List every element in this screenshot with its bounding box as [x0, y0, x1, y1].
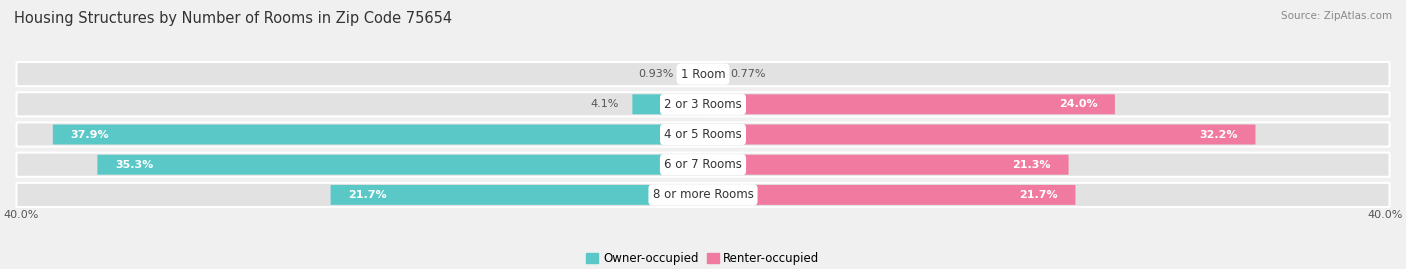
Text: 37.9%: 37.9%	[70, 129, 108, 140]
FancyBboxPatch shape	[17, 153, 1389, 177]
FancyBboxPatch shape	[330, 185, 703, 205]
FancyBboxPatch shape	[686, 64, 703, 84]
FancyBboxPatch shape	[633, 94, 703, 114]
Text: 40.0%: 40.0%	[1367, 210, 1403, 220]
FancyBboxPatch shape	[703, 94, 1115, 114]
Text: 1 Room: 1 Room	[681, 68, 725, 81]
Text: 21.7%: 21.7%	[1019, 190, 1057, 200]
Text: 0.77%: 0.77%	[730, 69, 765, 79]
FancyBboxPatch shape	[17, 92, 1389, 116]
Text: Housing Structures by Number of Rooms in Zip Code 75654: Housing Structures by Number of Rooms in…	[14, 11, 453, 26]
Text: 4.1%: 4.1%	[591, 99, 619, 109]
FancyBboxPatch shape	[703, 125, 1256, 144]
FancyBboxPatch shape	[53, 125, 703, 144]
FancyBboxPatch shape	[703, 185, 1076, 205]
FancyBboxPatch shape	[17, 122, 1389, 147]
FancyBboxPatch shape	[703, 64, 717, 84]
Text: 40.0%: 40.0%	[3, 210, 39, 220]
Text: 6 or 7 Rooms: 6 or 7 Rooms	[664, 158, 742, 171]
Text: 8 or more Rooms: 8 or more Rooms	[652, 188, 754, 201]
Text: 24.0%: 24.0%	[1059, 99, 1097, 109]
FancyBboxPatch shape	[17, 183, 1389, 207]
Legend: Owner-occupied, Renter-occupied: Owner-occupied, Renter-occupied	[582, 247, 824, 269]
Text: 2 or 3 Rooms: 2 or 3 Rooms	[664, 98, 742, 111]
FancyBboxPatch shape	[703, 155, 1069, 175]
Text: 0.93%: 0.93%	[638, 69, 673, 79]
Text: 21.7%: 21.7%	[349, 190, 387, 200]
Text: 32.2%: 32.2%	[1199, 129, 1237, 140]
FancyBboxPatch shape	[17, 62, 1389, 86]
Text: Source: ZipAtlas.com: Source: ZipAtlas.com	[1281, 11, 1392, 21]
FancyBboxPatch shape	[97, 155, 703, 175]
Text: 21.3%: 21.3%	[1012, 160, 1052, 170]
Text: 35.3%: 35.3%	[115, 160, 153, 170]
Text: 4 or 5 Rooms: 4 or 5 Rooms	[664, 128, 742, 141]
